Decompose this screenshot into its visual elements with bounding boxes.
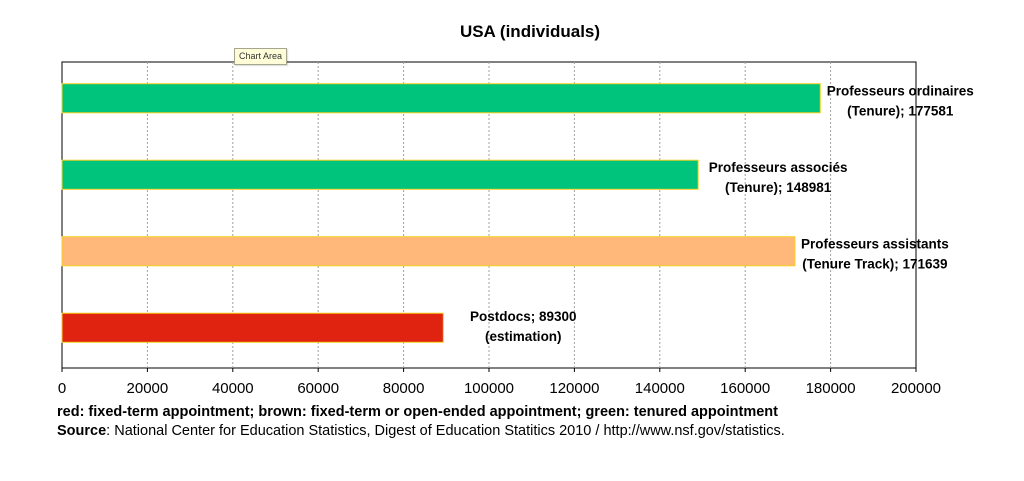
bar bbox=[61, 312, 444, 343]
data-label: (Tenure); 177581 bbox=[847, 103, 954, 118]
bar bbox=[61, 83, 821, 114]
data-label: (estimation) bbox=[485, 329, 562, 344]
x-tick-label: 0 bbox=[58, 380, 66, 397]
x-tick-label: 120000 bbox=[549, 380, 599, 397]
bars bbox=[61, 83, 821, 343]
data-label: Professeurs assistants bbox=[801, 236, 949, 251]
x-tick-label: 160000 bbox=[720, 380, 770, 397]
data-label: Postdocs; 89300 bbox=[470, 309, 577, 324]
data-label: (Tenure Track); 171639 bbox=[802, 256, 947, 271]
data-labels: Professeurs ordinaires (Tenure); 177581 Pr… bbox=[470, 83, 974, 344]
bar bbox=[61, 236, 796, 267]
chart-area-tooltip: Chart Area bbox=[234, 48, 288, 65]
x-tick-label: 100000 bbox=[464, 380, 514, 397]
bar bbox=[61, 159, 699, 190]
bar-chart: USA (individuals) 0 20000 40000 60000 80000 1… bbox=[58, 22, 974, 397]
x-tick-label: 140000 bbox=[635, 380, 685, 397]
x-tick-label: 80000 bbox=[383, 380, 425, 397]
x-axis: 0 20000 40000 60000 80000 100000 120000 140000 1… bbox=[58, 368, 941, 397]
x-tick-label: 40000 bbox=[212, 380, 254, 397]
x-tick-label: 20000 bbox=[127, 380, 169, 397]
source-key: Source bbox=[57, 423, 107, 439]
source-text: : National Center for Education Statisti… bbox=[106, 423, 785, 439]
data-label: (Tenure); 148981 bbox=[725, 180, 832, 195]
data-label: Professeurs associés bbox=[709, 160, 848, 175]
x-tick-label: 60000 bbox=[297, 380, 339, 397]
color-legend-note: red: fixed-term appointment; brown: fixe… bbox=[57, 404, 778, 420]
x-tick-label: 180000 bbox=[806, 380, 856, 397]
chart-title: USA (individuals) bbox=[460, 22, 600, 41]
x-tick-label: 200000 bbox=[891, 380, 941, 397]
source-line: Source: National Center for Education St… bbox=[57, 423, 1007, 439]
data-label: Professeurs ordinaires bbox=[827, 83, 974, 98]
gridlines bbox=[146, 62, 832, 368]
